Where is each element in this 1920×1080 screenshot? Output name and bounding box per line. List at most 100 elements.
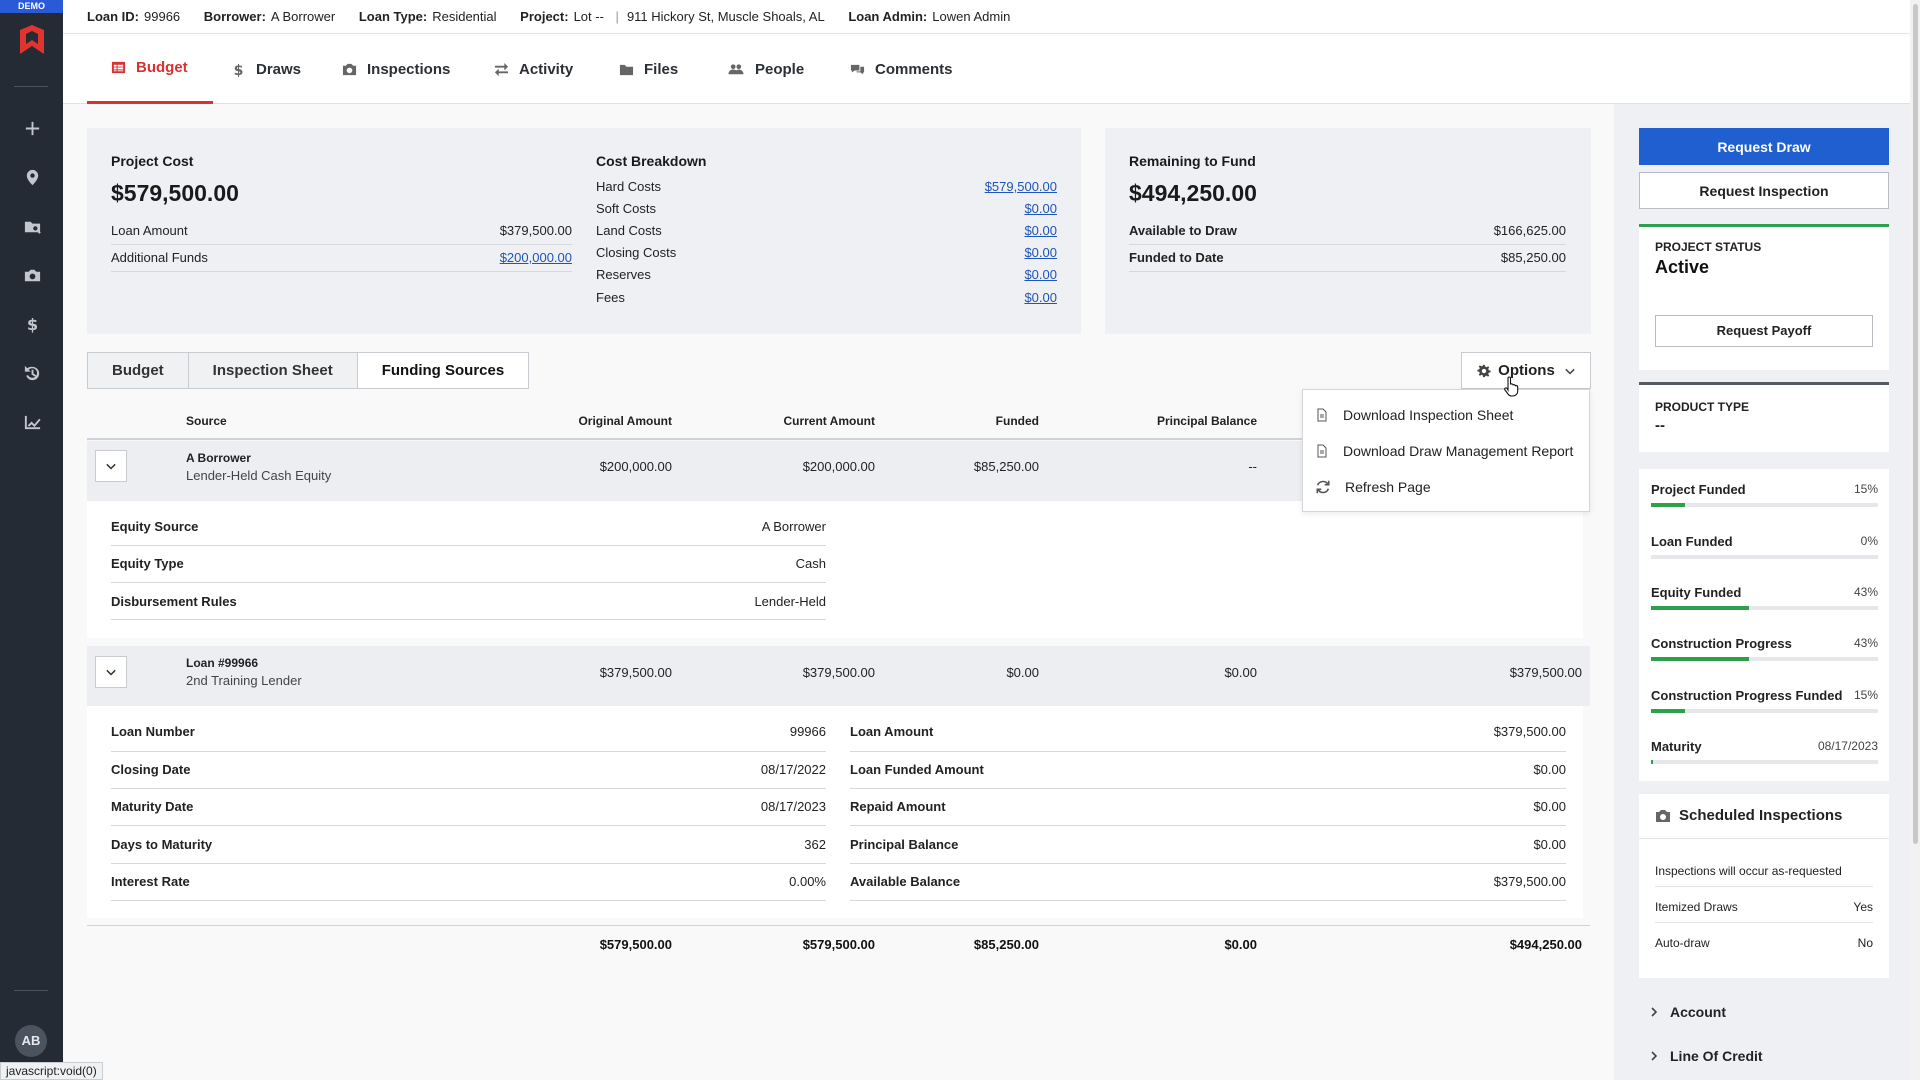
soft-costs-link[interactable]: $0.00 — [1024, 201, 1057, 216]
expand-row-button[interactable] — [95, 656, 127, 688]
closing-costs-link[interactable]: $0.00 — [1024, 245, 1057, 260]
progress-label: Loan Funded — [1651, 534, 1733, 549]
tab-files[interactable]: Files — [619, 34, 678, 104]
request-draw-button[interactable]: Request Draw — [1639, 128, 1889, 165]
available-balance: $379,500.00 — [1509, 665, 1582, 680]
logo-icon[interactable] — [18, 24, 46, 56]
closing-costs-label: Closing Costs — [596, 245, 677, 260]
tab-draws[interactable]: $ Draws — [231, 34, 301, 104]
divider — [111, 545, 826, 546]
subtab-funding-sources[interactable]: Funding Sources — [357, 353, 529, 388]
loan-id-value: 99966 — [144, 9, 181, 24]
land-costs-link[interactable]: $0.00 — [1024, 223, 1057, 238]
source-subtitle: 2nd Training Lender — [186, 673, 302, 688]
reserves-label: Reserves — [596, 267, 651, 282]
divider — [850, 900, 1566, 901]
divider — [111, 751, 826, 752]
menu-item-label: Download Draw Management Report — [1343, 443, 1574, 459]
loan-amount-value: $379,500.00 — [499, 223, 572, 238]
divider — [1655, 922, 1873, 923]
users-icon — [728, 63, 744, 74]
divider — [1129, 271, 1566, 272]
chevron-down-icon — [1565, 368, 1575, 375]
tab-comments[interactable]: Comments — [850, 34, 953, 104]
progress-bar — [1651, 709, 1878, 713]
tab-label: Activity — [519, 60, 574, 78]
dollar-icon: $ — [234, 63, 244, 77]
tab-label: Inspections — [367, 60, 451, 78]
history-icon[interactable] — [20, 361, 44, 385]
progress-bar-fill — [1651, 760, 1654, 764]
total-funded: $85,250.00 — [973, 937, 1039, 952]
additional-funds-link[interactable]: $200,000.00 — [499, 250, 572, 265]
progress-label: Construction Progress Funded — [1651, 688, 1843, 703]
fees-link[interactable]: $0.00 — [1024, 290, 1057, 305]
loan-type-value: Residential — [432, 9, 497, 24]
subtab-inspection-sheet[interactable]: Inspection Sheet — [189, 353, 358, 388]
folder-icon — [619, 64, 634, 75]
principal-balance: $0.00 — [1224, 665, 1257, 680]
progress-value: 43% — [1853, 636, 1878, 650]
available-to-draw-label: Available to Draw — [1129, 223, 1237, 238]
land-costs-label: Land Costs — [596, 223, 662, 238]
menu-item-download-draw-report[interactable]: Download Draw Management Report — [1315, 438, 1573, 464]
request-payoff-button[interactable]: Request Payoff — [1655, 315, 1873, 347]
detail-value: $0.00 — [1533, 762, 1566, 777]
menu-item-download-inspection-sheet[interactable]: Download Inspection Sheet — [1315, 402, 1513, 428]
detail-label: Days to Maturity — [111, 837, 213, 852]
project-cost-title: Project Cost — [111, 153, 194, 169]
chevron-right-icon — [1651, 1007, 1658, 1017]
user-avatar[interactable]: AB — [15, 1025, 47, 1057]
tab-inspections[interactable]: Inspections — [342, 34, 450, 104]
svg-text:$: $ — [234, 63, 244, 77]
borrower-value: A Borrower — [270, 9, 336, 24]
tab-activity[interactable]: Activity — [494, 34, 573, 104]
scheduled-inspections-title: Scheduled Inspections — [1679, 807, 1843, 824]
scrollbar-thumb[interactable] — [1913, 4, 1918, 844]
total-principal: $0.00 — [1224, 937, 1257, 952]
options-label: Options — [1498, 362, 1555, 379]
detail-label: Loan Amount — [850, 724, 934, 739]
soft-costs-label: Soft Costs — [596, 201, 656, 216]
divider — [1129, 244, 1566, 245]
subtab-budget[interactable]: Budget — [88, 353, 189, 388]
divider — [111, 582, 826, 583]
detail-value: 0.00% — [789, 874, 826, 889]
tab-label: Draws — [256, 60, 302, 78]
line-of-credit-section-toggle[interactable]: Line Of Credit — [1650, 1048, 1763, 1064]
camera-icon[interactable] — [20, 263, 44, 287]
equity-type-value: Cash — [795, 556, 826, 571]
progress-label: Maturity — [1651, 739, 1702, 754]
progress-label: Construction Progress — [1651, 636, 1792, 651]
expand-row-button[interactable] — [95, 450, 127, 482]
options-button[interactable]: Options — [1461, 352, 1591, 389]
menu-item-refresh-page[interactable]: Refresh Page — [1315, 474, 1431, 500]
request-inspection-button[interactable]: Request Inspection — [1639, 172, 1889, 209]
hard-costs-link[interactable]: $579,500.00 — [984, 179, 1057, 194]
loan-id-label: Loan ID: — [87, 9, 139, 24]
chevron-down-icon — [106, 669, 116, 676]
chart-icon[interactable] — [20, 410, 44, 434]
account-section-toggle[interactable]: Account — [1650, 1004, 1726, 1020]
source-subtitle: Lender-Held Cash Equity — [186, 468, 332, 483]
principal-balance: -- — [1248, 459, 1257, 474]
reserves-link[interactable]: $0.00 — [1024, 267, 1057, 282]
project-cost-amount: $579,500.00 — [111, 180, 239, 206]
dollar-icon[interactable]: $ — [20, 312, 44, 336]
disbursement-rules-label: Disbursement Rules — [111, 594, 237, 609]
tab-budget[interactable]: Budget — [87, 34, 213, 104]
divider — [850, 788, 1566, 789]
refresh-icon — [1316, 480, 1330, 494]
progress-label: Project Funded — [1651, 482, 1746, 497]
location-icon[interactable] — [20, 165, 44, 189]
funded-amount: $0.00 — [1006, 665, 1039, 680]
search-folder-icon[interactable] — [20, 214, 44, 238]
link-status-bar: javascript:void(0) — [0, 1062, 103, 1080]
add-icon[interactable] — [20, 116, 44, 140]
tab-people[interactable]: People — [727, 34, 804, 104]
itemized-draws-value: Yes — [1853, 900, 1873, 914]
detail-label: Principal Balance — [850, 837, 959, 852]
additional-funds-label: Additional Funds — [111, 250, 208, 265]
tab-label: Comments — [875, 60, 953, 78]
table-row — [87, 646, 1590, 706]
